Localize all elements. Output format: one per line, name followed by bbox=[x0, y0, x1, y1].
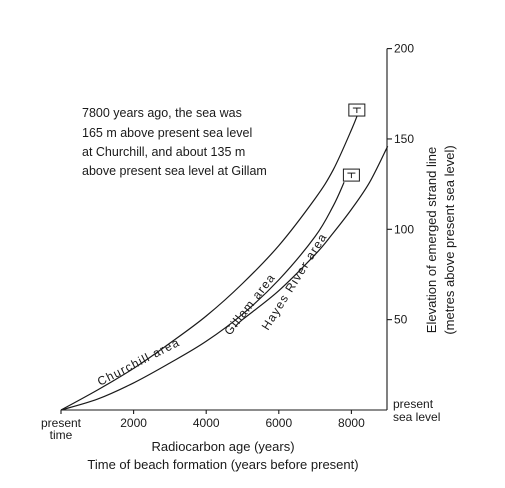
curves bbox=[60, 111, 389, 411]
note-line-4: above present sea level at Gillam bbox=[82, 164, 267, 178]
note-line-2: 165 m above present sea level bbox=[82, 126, 252, 140]
gillam-curve bbox=[60, 182, 345, 411]
y-tick-label: 50 bbox=[394, 313, 408, 327]
churchill-curve bbox=[60, 111, 360, 411]
y-tick-label: 100 bbox=[394, 222, 414, 236]
axes: present 2000 4000 6000 8000 time 50 100 150 200 pr… bbox=[41, 42, 440, 442]
y-tick-label: 150 bbox=[394, 132, 414, 146]
x-tick-label: 6000 bbox=[265, 416, 292, 430]
x-tick-label: 8000 bbox=[338, 416, 365, 430]
error-marker bbox=[342, 168, 360, 182]
x-axis-title: Radiocarbon age (years) bbox=[151, 439, 294, 454]
y-zero-label: sea level bbox=[393, 410, 440, 424]
note-line-1: 7800 years ago, the sea was bbox=[82, 106, 242, 120]
annotation-note: 7800 years ago, the sea was 165 m above … bbox=[82, 106, 267, 178]
x-tick-label: 2000 bbox=[120, 416, 147, 430]
error-marker bbox=[348, 103, 366, 117]
y-zero-label: present bbox=[393, 397, 434, 411]
x-axis-subtitle: Time of beach formation (years before pr… bbox=[87, 457, 358, 472]
note-line-3: at Churchill, and about 135 m bbox=[82, 145, 245, 159]
x-tick-label-line2: time bbox=[50, 428, 73, 442]
y-axis-subtitle: (metres above present sea level) bbox=[442, 145, 457, 334]
error-markers bbox=[342, 103, 366, 182]
x-tick-label: 4000 bbox=[193, 416, 220, 430]
hayes-river-curve bbox=[234, 145, 389, 328]
x-tick-label: present bbox=[41, 416, 82, 430]
y-tick-label: 200 bbox=[394, 42, 414, 56]
y-axis-title: Elevation of emerged strand line bbox=[424, 147, 439, 333]
